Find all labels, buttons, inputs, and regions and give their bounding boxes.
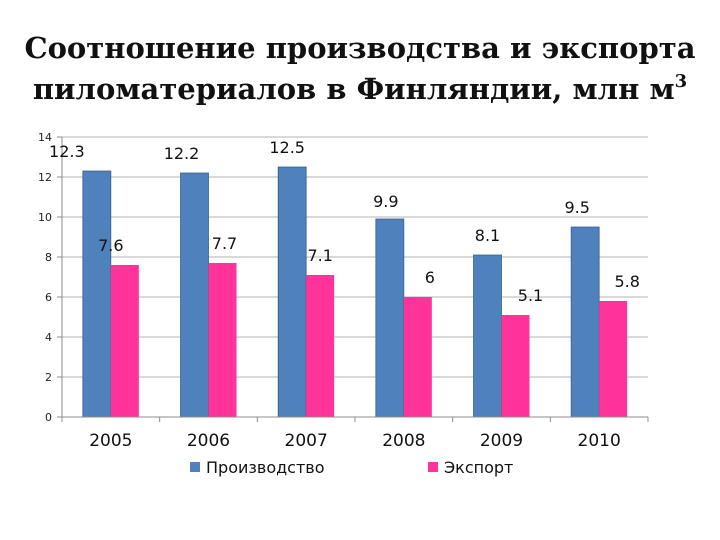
data-label-0-2009: 8.1 [475, 226, 500, 245]
bar-Производство-2008 [375, 218, 405, 418]
data-label-0-2010: 9.5 [564, 198, 589, 217]
legend-label-1: Экспорт [444, 458, 513, 477]
y-tick-label-6: 12 [38, 171, 52, 184]
data-label-1-2006: 7.7 [212, 234, 237, 253]
bar-Экспорт-2008 [403, 297, 432, 417]
data-label-0-2005: 12.3 [49, 142, 85, 161]
y-tick-label-4: 8 [45, 251, 52, 264]
data-label-0-2006: 12.2 [164, 144, 200, 163]
data-label-0-2008: 9.9 [373, 192, 398, 211]
legend-label-0: Производство [206, 458, 325, 477]
chart-title-line2-text: пиломатериалов в Финляндии, млн м [32, 72, 675, 106]
x-tick-label-2010: 2010 [578, 431, 621, 451]
bar-Производство-2006 [180, 172, 209, 418]
x-tick-label-2009: 2009 [480, 431, 523, 451]
x-tick-label-2007: 2007 [285, 431, 328, 451]
x-tick-label-2006: 2006 [187, 431, 230, 451]
y-tick-label-3: 6 [45, 291, 52, 304]
bar-Экспорт-2005 [110, 265, 139, 417]
legend-swatch-1 [428, 462, 438, 472]
y-tick-label-1: 2 [45, 371, 52, 384]
bar-Производство-2010 [570, 226, 600, 418]
chart-title-line1: Соотношение производства и экспорта [24, 31, 696, 65]
y-tick-label-7: 14 [38, 131, 52, 144]
data-label-1-2008: 6 [425, 268, 435, 287]
y-tick-label-0: 0 [45, 411, 52, 424]
legend-swatch-0 [190, 462, 200, 472]
bar-Производство-2007 [277, 166, 307, 418]
x-tick-label-2005: 2005 [89, 431, 132, 451]
bar-Производство-2009 [473, 254, 502, 418]
bar-Экспорт-2010 [599, 301, 628, 417]
data-label-0-2007: 12.5 [269, 138, 305, 157]
chart-title: Соотношение производства и экспорта пило… [0, 28, 720, 110]
data-label-1-2007: 7.1 [307, 246, 332, 265]
bar-Экспорт-2007 [306, 275, 335, 417]
y-tick-label-5: 10 [38, 211, 52, 224]
y-tick-label-2: 4 [45, 331, 52, 344]
bar-Экспорт-2006 [208, 263, 237, 417]
data-label-1-2009: 5.1 [518, 286, 543, 305]
bar-Экспорт-2009 [501, 315, 530, 417]
x-tick-label-2008: 2008 [382, 431, 425, 451]
bar-Производство-2005 [82, 170, 112, 418]
chart-title-line2: пиломатериалов в Финляндии, млн м3 [0, 69, 720, 110]
data-label-1-2010: 5.8 [614, 272, 639, 291]
data-label-1-2005: 7.6 [98, 236, 123, 255]
chart-title-superscript: 3 [674, 71, 688, 92]
